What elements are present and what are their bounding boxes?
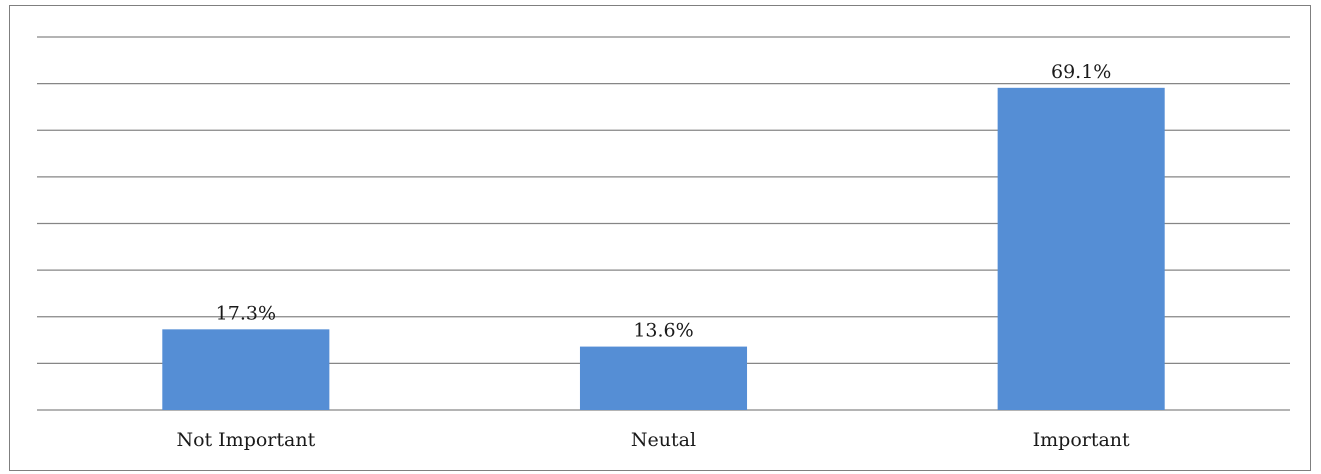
data-label: 17.3%: [216, 302, 276, 324]
category-labels: Not Important Neutal Important: [176, 429, 1130, 451]
category-label: Neutal: [631, 429, 696, 451]
category-label: Not Important: [176, 429, 315, 451]
data-label: 69.1%: [1051, 61, 1111, 83]
category-label: Important: [1033, 429, 1130, 451]
bars: [162, 87, 1165, 410]
data-label: 13.6%: [633, 320, 693, 342]
bar-not-important: [162, 329, 330, 410]
bar-neutal: [579, 346, 748, 410]
value-labels: 17.3% 13.6% 69.1%: [216, 61, 1112, 342]
bar-important: [997, 87, 1165, 410]
